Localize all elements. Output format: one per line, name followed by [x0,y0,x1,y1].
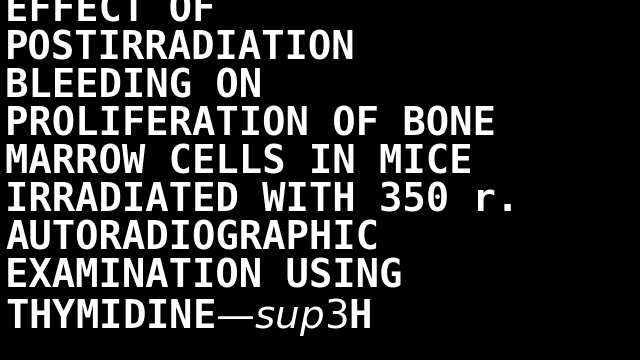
Text: EFFECT OF: EFFECT OF [5,0,216,30]
Text: IRRADIATED WITH 350 r.: IRRADIATED WITH 350 r. [5,182,519,220]
Text: AUTORADIOGRAPHIC: AUTORADIOGRAPHIC [5,220,379,258]
Text: THYMIDINE—$sup 3$H: THYMIDINE—$sup 3$H [5,296,372,338]
Text: EXAMINATION USING: EXAMINATION USING [5,258,403,296]
Text: POSTIRRADIATION: POSTIRRADIATION [5,30,356,68]
Text: BLEEDING ON: BLEEDING ON [5,68,262,106]
Text: PROLIFERATION OF BONE: PROLIFERATION OF BONE [5,106,496,144]
Text: MARROW CELLS IN MICE: MARROW CELLS IN MICE [5,144,472,182]
